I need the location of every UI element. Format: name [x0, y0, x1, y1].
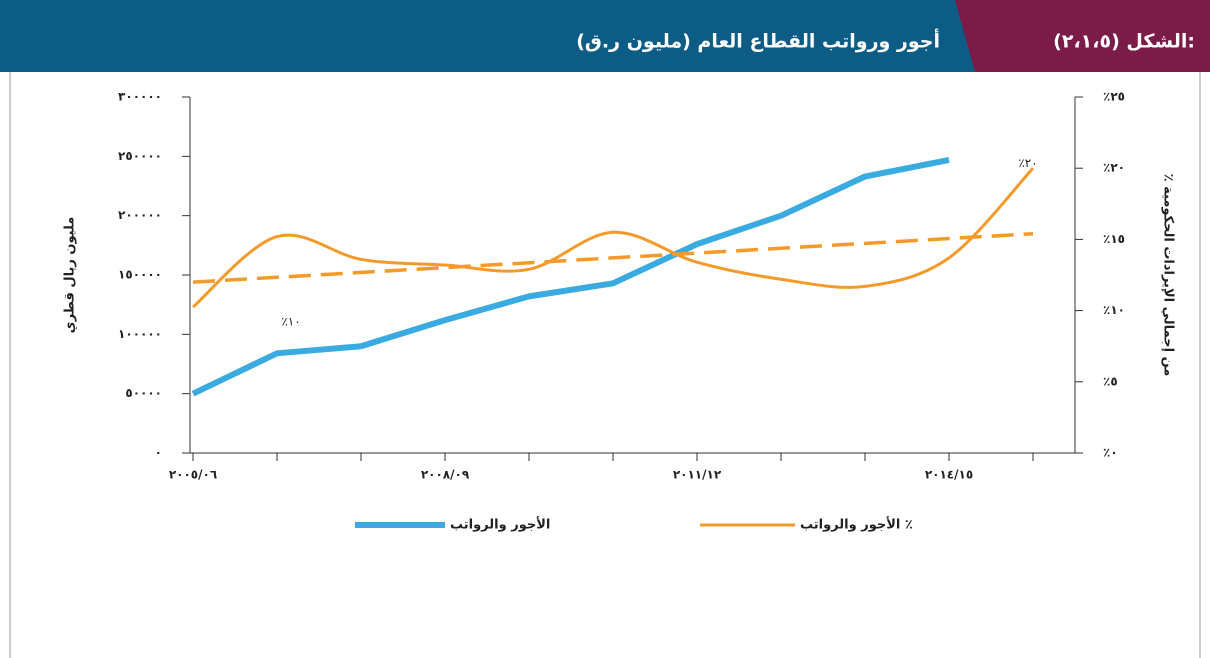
x-tick-label: ٢٠٠٥/٠٦	[169, 468, 217, 482]
y2-axis-title: ٪ من إجمالي الإيرادات الحكومية	[1161, 174, 1176, 377]
y-tick-label: ١٥٠٠٠٠	[118, 268, 162, 282]
figure-title: أجور ورواتب القطاع العام (مليون ر.ق)	[576, 29, 940, 53]
x-tick-label: ٢٠٠٨/٠٩	[421, 468, 470, 482]
y-tick-label: ٢٠٠٠٠٠	[118, 208, 162, 222]
figure-number: الشكل (٢،١،٥):	[1053, 31, 1195, 53]
annotation: ٪١٠	[281, 314, 300, 328]
y-tick-label: ٥٠٠٠٠	[125, 386, 162, 400]
legend-label: الأجور والرواتب ٪	[800, 516, 913, 533]
y2-tick-label: ٪٢٠	[1103, 161, 1125, 175]
y2-tick-label: ٪٢٥	[1103, 90, 1125, 104]
y-tick-label: ٠	[155, 446, 162, 460]
y2-tick-label: ٪١٥	[1103, 232, 1125, 246]
y-tick-label: ٢٥٠٠٠٠	[118, 149, 162, 163]
series-line	[191, 156, 950, 397]
series-line	[192, 167, 1035, 309]
y2-tick-label: ٪١٠	[1103, 303, 1125, 317]
y2-tick-label: ٪٠	[1103, 446, 1118, 460]
x-tick-label: ٢٠١١/١٢	[673, 468, 722, 482]
y2-tick-label: ٪٥	[1103, 374, 1118, 388]
y-axis-title: مليون ريال قطري	[63, 217, 78, 334]
header-figure-bg	[955, 0, 1210, 72]
trend-line	[192, 231, 1034, 284]
x-tick-label: ٢٠١٤/١٥	[925, 468, 973, 482]
y-tick-label: ٣٠٠٠٠٠	[118, 90, 162, 104]
annotation: ٪٢٠	[1018, 156, 1037, 170]
legend-label: الأجور والرواتب	[450, 516, 550, 533]
y-tick-label: ١٠٠٠٠٠	[118, 327, 162, 341]
